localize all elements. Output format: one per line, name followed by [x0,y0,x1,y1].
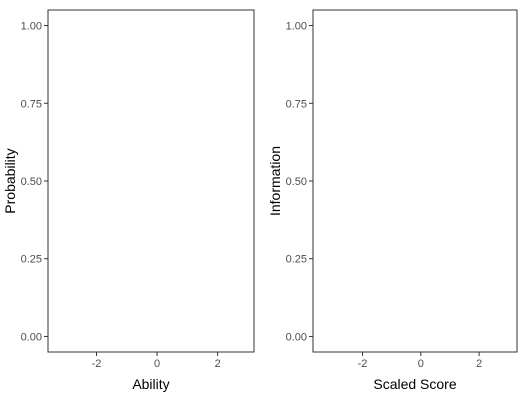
y-tick-label: 1.00 [286,21,307,33]
y-tick-label: 0.75 [286,98,307,110]
x-tick-label: 2 [215,358,221,370]
x-tick-label: 2 [476,358,482,370]
panel-border [47,9,255,353]
y-axis-title: Information [267,146,283,216]
x-tick-label: -2 [358,358,368,370]
panel-border [312,9,518,353]
x-tick-label: 0 [418,358,424,370]
x-tick-label: -2 [92,358,102,370]
y-axis-title: Probability [2,148,18,213]
y-tick-label: 0.25 [286,254,307,266]
x-tick-label: 0 [154,358,160,370]
y-tick-label: 0.00 [286,331,307,343]
y-tick-label: 0.00 [21,331,42,343]
y-tick-label: 0.25 [21,254,42,266]
y-tick-label: 1.00 [21,21,42,33]
x-axis-title: Ability [132,376,169,392]
y-tick-label: 0.75 [21,98,42,110]
probability-panel: -2 0 2 0.00 0.25 0.50 0.75 1.00 Ability Probabili… [2,9,255,392]
y-tick-label: 0.50 [286,176,307,188]
x-axis-title: Scaled Score [373,376,456,392]
information-panel: -2 0 2 0.00 0.25 0.50 0.75 1.00 Scaled Score Info… [267,9,518,392]
y-tick-label: 0.50 [21,176,42,188]
